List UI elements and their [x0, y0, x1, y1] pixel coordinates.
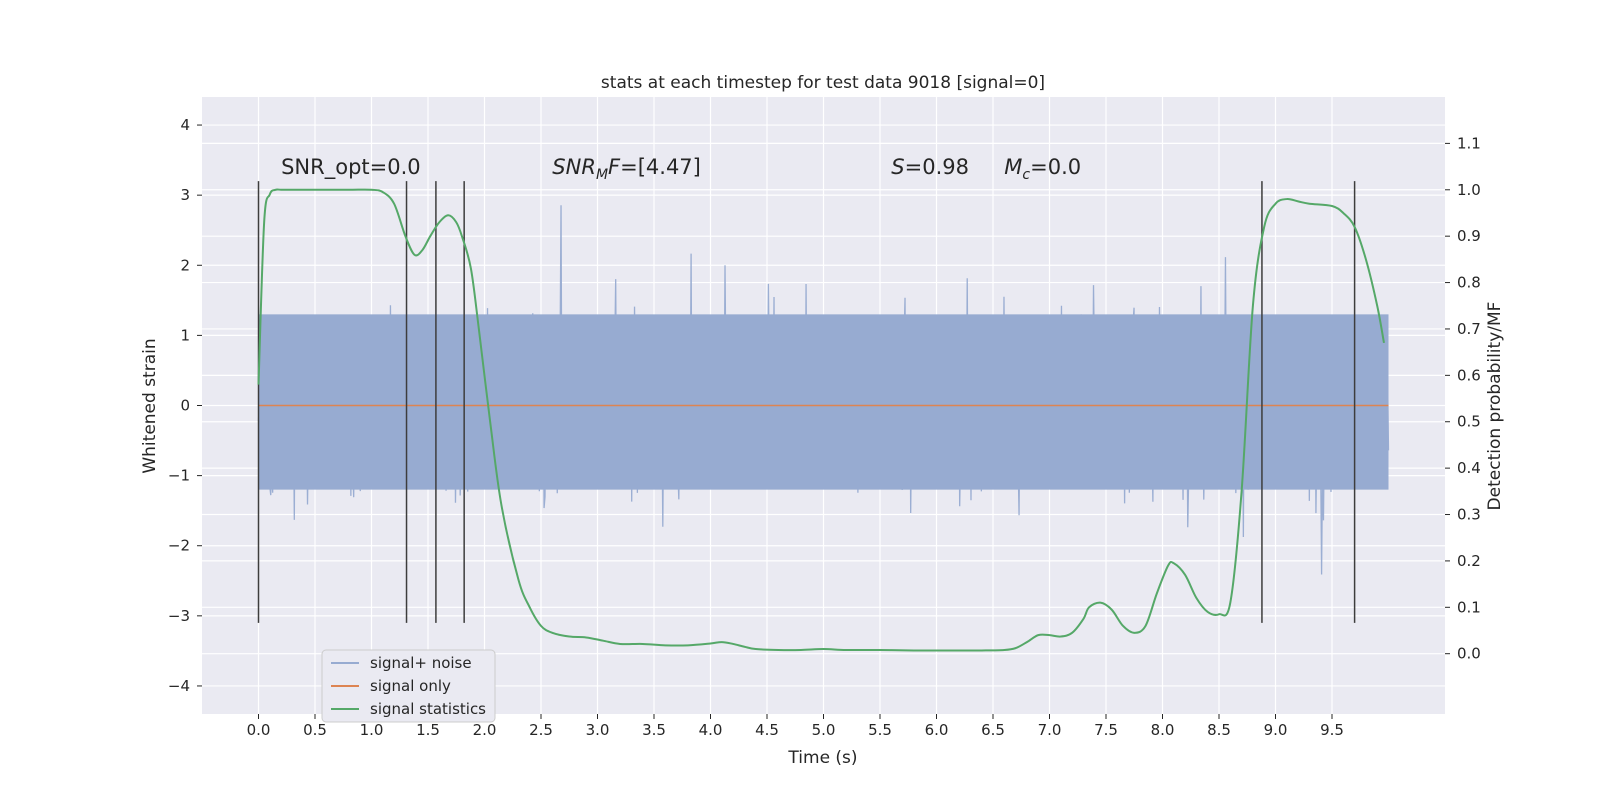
- x-tick-label: 1.0: [360, 721, 384, 739]
- series-signal-plus-noise: [257, 205, 1390, 575]
- annotation-part: M: [1004, 155, 1022, 179]
- chart-title: stats at each timestep for test data 901…: [601, 73, 1045, 93]
- y2-tick-label: 0.1: [1457, 598, 1481, 616]
- x-tick-label: 8.0: [1151, 721, 1175, 739]
- x-tick-label: 6.0: [925, 721, 949, 739]
- legend-label-signal-plus-noise: signal+ noise: [370, 654, 472, 672]
- y-axis-ticks: 4 3 2 1 0 −1 −2 −3 −4: [168, 116, 202, 695]
- x-tick-label: 9.0: [1264, 721, 1288, 739]
- x-tick-label: 2.5: [529, 721, 553, 739]
- x-axis-ticks: 0.0 0.5 1.0 1.5 2.0 2.5 3.0 3.5 4.0 4.5 5.0 5.5 6.0 6…: [247, 714, 1344, 739]
- x-tick-label: 2.0: [473, 721, 497, 739]
- annotation-part: M: [596, 167, 608, 183]
- signal-plus-noise-band: [258, 314, 1389, 490]
- series-signal-statistics: [257, 188, 1385, 652]
- annotation-part: SNR: [552, 155, 596, 179]
- y2-tick-label: 0.4: [1457, 459, 1481, 477]
- y2-tick-label: 0.9: [1457, 227, 1481, 245]
- y2-tick-label: 0.3: [1457, 506, 1481, 524]
- y-tick-label: −3: [168, 607, 190, 625]
- annotation-part: SNR_opt=0.0: [281, 155, 421, 180]
- x-tick-label: 4.5: [755, 721, 779, 739]
- annotation-mc-val: Mc=0.0: [1004, 155, 1081, 183]
- y2-tick-label: 0.6: [1457, 366, 1481, 384]
- x-tick-label: 7.5: [1094, 721, 1118, 739]
- legend-box: [321, 649, 496, 723]
- y2-tick-label: 1.0: [1457, 181, 1481, 199]
- x-tick-label: 7.0: [1038, 721, 1062, 739]
- annotation-part: c: [1022, 167, 1030, 183]
- x-tick-label: 5.5: [868, 721, 892, 739]
- y2-axis-label: Detection probability/MF: [1485, 302, 1505, 511]
- x-tick-label: 8.5: [1207, 721, 1231, 739]
- annotation-s-val: S=0.98: [891, 155, 969, 179]
- x-axis-label: Time (s): [787, 748, 857, 768]
- annotation-snr-opt: SNR_opt=0.0: [281, 155, 421, 180]
- annotation-part: S: [891, 155, 904, 179]
- y-axis-label: Whitened strain: [140, 338, 160, 473]
- y-tick-label: 0: [180, 397, 190, 415]
- x-tick-label: 3.5: [642, 721, 666, 739]
- x-tick-label: 5.0: [812, 721, 836, 739]
- y2-tick-label: 0.5: [1457, 413, 1481, 431]
- legend: signal+ noise signal only signal statist…: [321, 649, 496, 723]
- y-tick-label: 3: [180, 186, 190, 204]
- y-tick-label: −4: [168, 677, 190, 695]
- y2-tick-label: 0.8: [1457, 274, 1481, 292]
- legend-label-signal-only: signal only: [370, 677, 451, 695]
- y-tick-label: −1: [168, 467, 190, 485]
- y2-tick-label: 0.2: [1457, 552, 1481, 570]
- legend-label-signal-statistics: signal statistics: [370, 700, 486, 718]
- x-tick-label: 0.0: [247, 721, 271, 739]
- y2-axis-ticks: 1.1 1.0 0.9 0.8 0.7 0.6 0.5 0.4 0.3 0.2 0.1 0.0: [1445, 134, 1481, 663]
- x-tick-label: 9.5: [1320, 721, 1344, 739]
- annotation-part: F: [608, 155, 621, 179]
- y2-tick-label: 0.7: [1457, 320, 1481, 338]
- annotations: SNR_opt=0.0 SNRMF=[4.47] S=0.98 Mc=0.0: [281, 155, 1081, 183]
- x-tick-label: 3.0: [586, 721, 610, 739]
- annotation-part: =0.98: [905, 155, 969, 179]
- y2-tick-label: 0.0: [1457, 645, 1481, 663]
- y-tick-label: −2: [168, 537, 190, 555]
- signal-statistics-line: [257, 188, 1385, 652]
- x-tick-label: 0.5: [303, 721, 327, 739]
- annotation-part: =0.0: [1030, 155, 1081, 179]
- y-tick-label: 1: [180, 326, 190, 344]
- y2-tick-label: 1.1: [1457, 134, 1481, 152]
- x-tick-label: 6.5: [981, 721, 1005, 739]
- y-tick-label: 4: [180, 116, 190, 134]
- x-tick-label: 1.5: [416, 721, 440, 739]
- y-tick-label: 2: [180, 256, 190, 274]
- annotation-part: =[4.47]: [620, 155, 701, 179]
- vertical-markers: [257, 181, 1356, 623]
- x-tick-label: 4.0: [699, 721, 723, 739]
- annotation-snr-mf: SNRMF=[4.47]: [552, 155, 701, 183]
